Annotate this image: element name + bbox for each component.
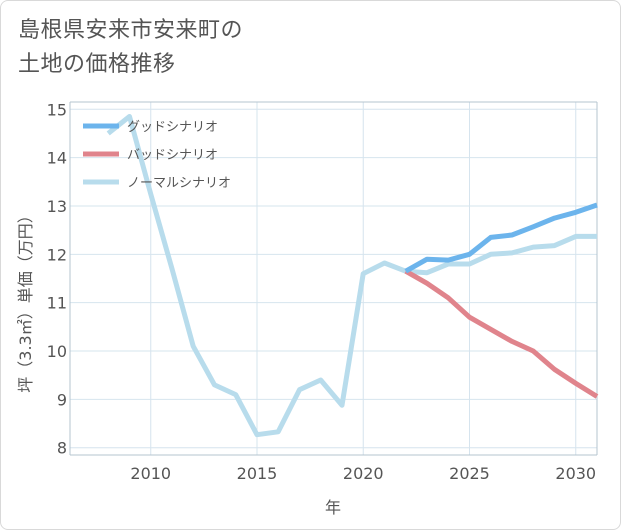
y-tick-label-15: 15 [47,100,67,119]
legend-item-3[interactable]: ノーマルシナリオ [83,176,231,191]
axes [69,101,598,456]
x-tick-label-2025: 2025 [449,464,490,483]
y-axis-title: 坪（3.3㎡）単価（万円） [16,207,35,392]
series-layer [106,114,599,438]
y-tick-label-8: 8 [57,439,67,458]
x-tick-label-2020: 2020 [343,464,384,483]
x-tick-label-2030: 2030 [555,464,596,483]
legend-item-2[interactable]: バッドシナリオ [83,148,218,163]
legend-label-2: バッドシナリオ [127,148,218,163]
x-tick-label-2010: 2010 [130,464,171,483]
series-line-2 [404,269,599,399]
y-tick-label-10: 10 [47,342,67,361]
legend-label-3: ノーマルシナリオ [127,176,231,191]
y-tick-label-9: 9 [57,390,67,409]
x-tick-label-2015: 2015 [237,464,278,483]
y-tick-label-12: 12 [47,245,67,264]
grid-lines [70,102,597,455]
legend-item-1[interactable]: グッドシナリオ [83,120,218,135]
series-line-1 [404,202,598,274]
y-tick-label-11: 11 [47,294,67,313]
tick-labels: 2010 2015 2020 2025 2030 8 9 10 11 12 13 14 15 [47,100,596,483]
title-line-1: 島根県安来市安来町の [18,18,244,43]
y-tick-label-13: 13 [47,197,67,216]
series-line-3 [106,114,597,438]
title-line-2: 土地の価格推移 [18,52,176,77]
chart-title: 島根県安来市安来町の 土地の価格推移 [18,14,418,82]
y-tick-label-14: 14 [47,149,67,168]
legend-label-1: グッドシナリオ [127,120,218,135]
x-axis-title: 年 [325,498,341,517]
